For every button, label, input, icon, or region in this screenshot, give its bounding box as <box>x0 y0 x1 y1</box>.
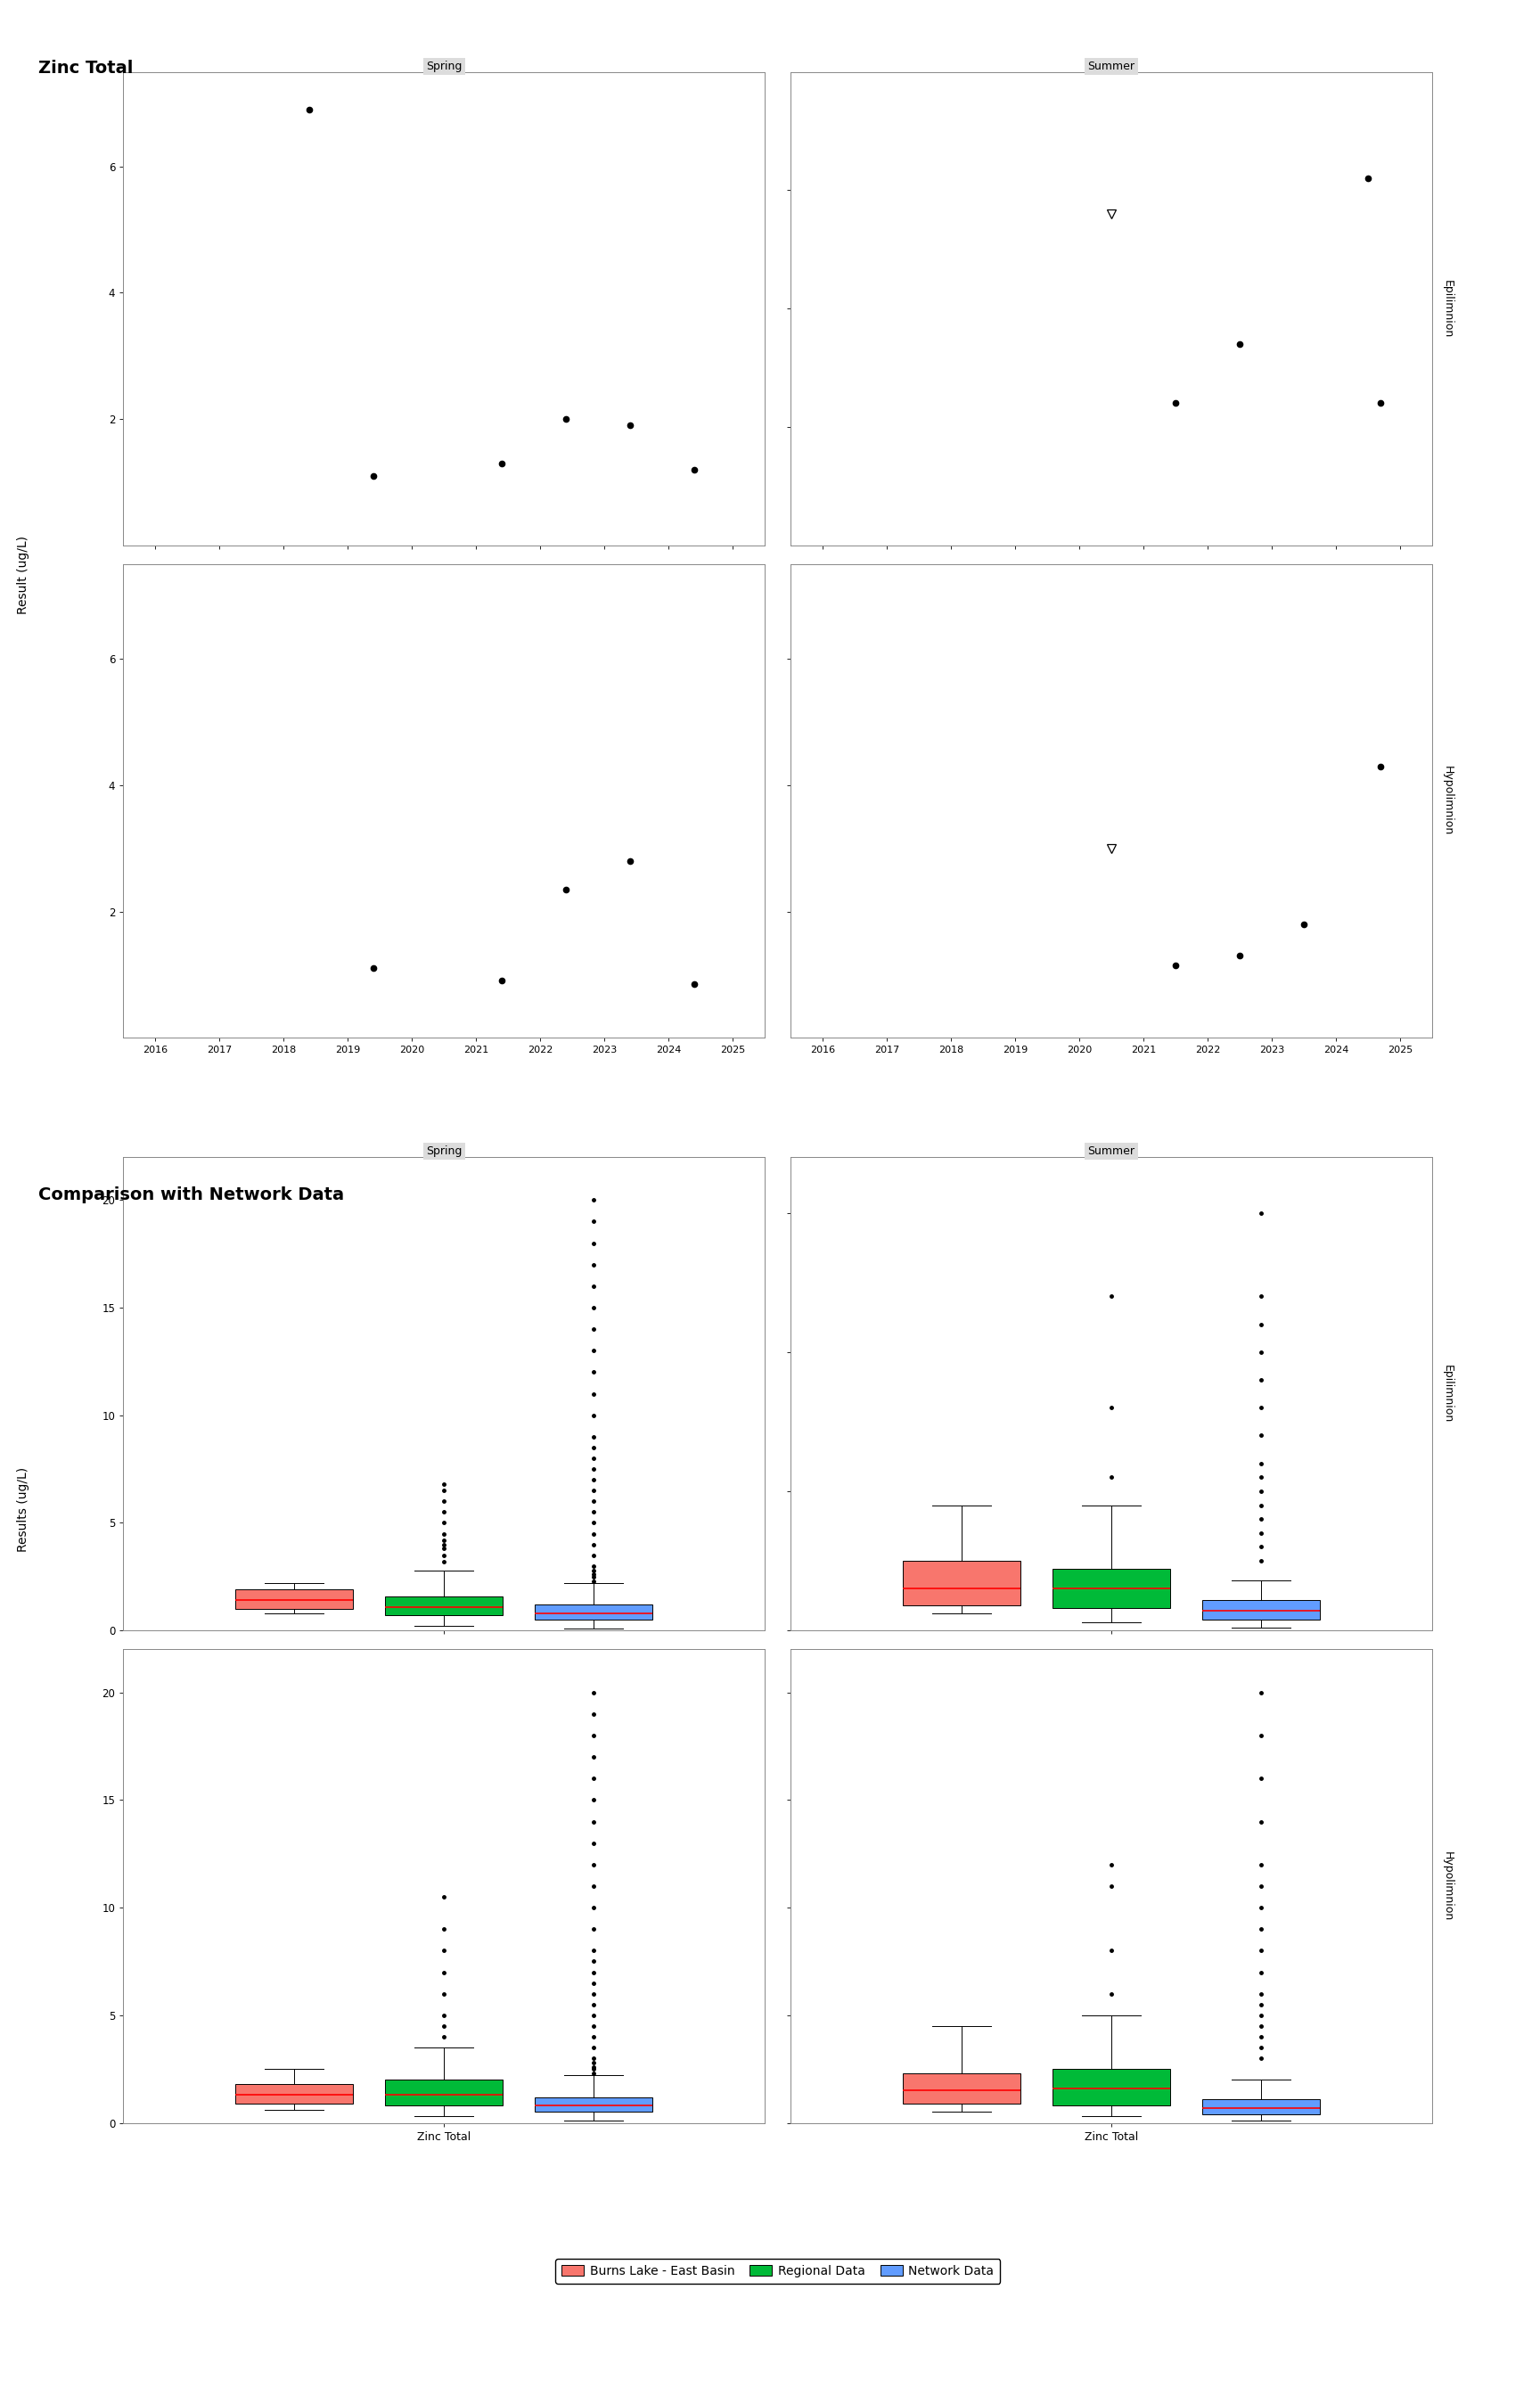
Title: Spring: Spring <box>427 1145 462 1157</box>
PathPatch shape <box>1203 2099 1320 2113</box>
Text: Epilimnion: Epilimnion <box>1441 280 1454 338</box>
PathPatch shape <box>534 2096 653 2113</box>
Text: Epilimnion: Epilimnion <box>1441 1366 1454 1423</box>
PathPatch shape <box>385 1596 504 1615</box>
Title: Spring: Spring <box>427 60 462 72</box>
Title: Summer: Summer <box>1087 60 1135 72</box>
Legend: Burns Lake - East Basin, Regional Data, Network Data: Burns Lake - East Basin, Regional Data, … <box>554 2259 1001 2283</box>
PathPatch shape <box>902 1560 1021 1605</box>
Text: Result (ug/L): Result (ug/L) <box>17 537 29 613</box>
PathPatch shape <box>236 2085 353 2104</box>
PathPatch shape <box>534 1605 653 1620</box>
PathPatch shape <box>385 2080 504 2106</box>
PathPatch shape <box>902 2073 1021 2104</box>
Text: Results (ug/L): Results (ug/L) <box>17 1466 29 1553</box>
Title: Summer: Summer <box>1087 1145 1135 1157</box>
Text: Zinc Total: Zinc Total <box>38 60 134 77</box>
Text: Hypolimnion: Hypolimnion <box>1441 1852 1454 1922</box>
Text: Comparison with Network Data: Comparison with Network Data <box>38 1186 345 1203</box>
PathPatch shape <box>1052 1569 1170 1608</box>
PathPatch shape <box>236 1589 353 1610</box>
PathPatch shape <box>1052 2070 1170 2106</box>
PathPatch shape <box>1203 1601 1320 1620</box>
Text: Hypolimnion: Hypolimnion <box>1441 767 1454 836</box>
